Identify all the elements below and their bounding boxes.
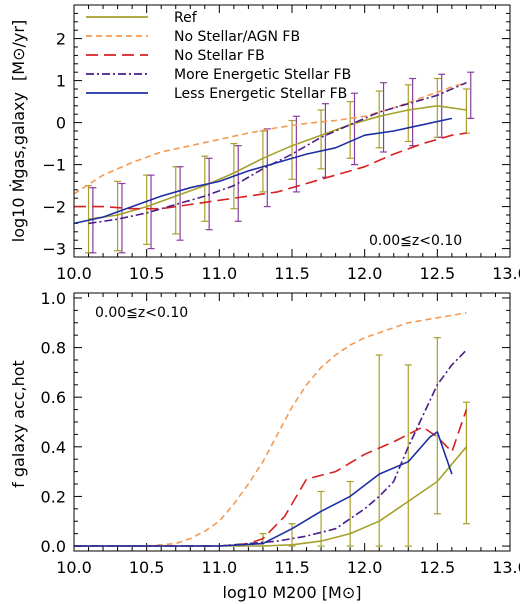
top-y-tick-labels: −3 −2 −1 0 1 2: [42, 30, 66, 259]
x-tick-label: 10.0: [56, 558, 92, 577]
top-redshift-annotation: 0.00≦z<0.10: [369, 233, 462, 249]
bottom-plot-frame: [73, 292, 511, 552]
bottom-x-axis-label: log10 M200 [M⊙]: [223, 583, 362, 602]
top-y-axis-label: log10 Ṁgas,galaxy [M⊙/yr]: [9, 20, 28, 242]
series-line-no-stellar-fb: [74, 132, 467, 210]
series-line-no-stellar-agn-fb: [146, 312, 467, 547]
y-tick-label: 1.0: [41, 289, 66, 308]
legend-label: No Stellar/AGN FB: [174, 29, 300, 45]
top-plot-frame: [73, 4, 511, 258]
legend: Ref No Stellar/AGN FB No Stellar FB More En…: [86, 10, 351, 102]
y-tick-label: 0: [56, 114, 66, 133]
bottom-errorbars: [259, 337, 470, 547]
legend-label: No Stellar FB: [174, 48, 265, 64]
bottom-panel: 10.010.511.011.512.012.513.0 0.00.20.40.…: [9, 289, 520, 602]
top-y-axis-label-main: log10 Ṁgas,galaxy: [9, 92, 28, 242]
x-tick-label: 11.5: [274, 264, 310, 283]
legend-label: More Energetic Stellar FB: [174, 67, 351, 83]
series-line-no-stellar-fb: [74, 409, 468, 547]
y-tick-label: −2: [42, 198, 66, 217]
x-tick-label: 12.5: [420, 558, 456, 577]
series-line-no-stellar-agn-fb: [73, 81, 467, 195]
y-tick-label: 0.8: [41, 339, 66, 358]
top-errorbars: [85, 71, 475, 254]
top-x-tick-labels: 10.0 10.5 11.0 11.5 12.0 12.5 13.0: [56, 264, 520, 283]
x-tick-label: 12.0: [347, 264, 383, 283]
legend-label: Ref: [174, 10, 198, 26]
y-tick-label: 0.2: [41, 487, 66, 506]
y-tick-label: 0.4: [41, 438, 66, 457]
y-tick-label: −3: [42, 240, 66, 259]
y-tick-label: 0.0: [41, 537, 66, 556]
x-tick-label: 13.0: [492, 558, 520, 577]
bottom-ticks: [73, 293, 511, 551]
x-tick-label: 11.0: [202, 558, 238, 577]
series-line-less-energetic-stellar-fb: [73, 117, 453, 225]
x-tick-label: 12.0: [347, 558, 383, 577]
y-tick-label: 1: [56, 72, 66, 91]
x-tick-label: 13.0: [492, 264, 520, 283]
series-line-ref: [88, 105, 467, 220]
y-tick-label: 0.6: [41, 388, 66, 407]
y-tick-label: −1: [42, 156, 66, 175]
legend-label: Less Energetic Stellar FB: [174, 86, 347, 102]
bottom-y-axis-label: f galaxy acc,hot: [9, 360, 28, 488]
bottom-series: [74, 312, 468, 547]
y-tick-label: 2: [56, 30, 66, 49]
series-line-more-energetic-stellar-fb: [88, 81, 467, 225]
series-line-more-energetic-stellar-fb: [74, 349, 467, 547]
x-tick-label: 10.5: [129, 264, 165, 283]
series-line-less-energetic-stellar-fb: [74, 431, 453, 547]
top-panel: 10.0 10.5 11.0 11.5 12.0 12.5 13.0 −3 −2 −1 0 1 2 0…: [9, 4, 520, 283]
top-series: [73, 81, 467, 225]
x-tick-label: 10.0: [56, 264, 92, 283]
bottom-x-tick-labels: 10.0 10.5 11.0 11.5 12.0 12.5 13.0: [56, 558, 520, 577]
bottom-y-tick-labels: 0.0 0.2 0.4 0.6 0.8 1.0: [41, 289, 66, 556]
x-tick-label: 12.5: [420, 264, 456, 283]
x-tick-label: 10.5: [129, 558, 165, 577]
bottom-redshift-annotation: 0.00≦z<0.10: [95, 305, 188, 321]
x-tick-label: 11.5: [274, 558, 310, 577]
top-y-axis-label-unit: [M⊙/yr]: [9, 20, 28, 81]
x-tick-label: 11.0: [202, 264, 238, 283]
